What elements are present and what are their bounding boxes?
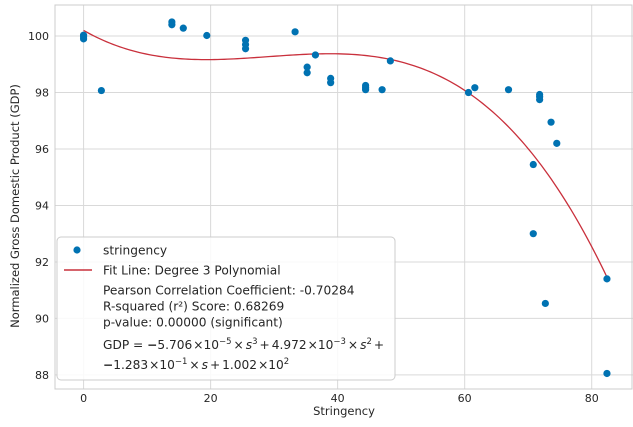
fit-layer <box>83 29 608 278</box>
y-tick-label: 98 <box>35 87 49 100</box>
legend-equation-line-2: −1.283×10−1 × s +1.002×102 <box>103 357 289 372</box>
y-tick-label: 92 <box>35 256 49 269</box>
scatter-point <box>203 31 211 40</box>
x-tick-label: 80 <box>585 392 599 405</box>
scatter-point <box>504 86 513 94</box>
scatter-point <box>291 28 299 36</box>
scatter-point <box>547 118 555 126</box>
legend-equation-line-1: GDP = −5.706×10−5 × s3 +4.972×10−3 × s2 + <box>103 337 384 352</box>
y-tick-label: 90 <box>35 312 49 325</box>
scatter-point <box>311 51 320 59</box>
scatter-point <box>327 74 335 83</box>
x-tick-label: 40 <box>331 392 345 405</box>
y-tick-label: 88 <box>35 369 49 382</box>
frame-layer <box>54 4 633 390</box>
scatter-point <box>553 139 561 147</box>
scatter-point <box>179 24 187 32</box>
y-tick-label: 96 <box>35 143 49 156</box>
point-layer <box>79 18 611 378</box>
scatter-point <box>168 18 176 26</box>
legend-r-squared: R-squared (r²) Score: 0.68269 <box>103 300 284 314</box>
fit-line <box>83 29 608 278</box>
scatter-point <box>79 31 88 39</box>
scatter-point <box>97 86 105 95</box>
legend-pearson: Pearson Correlation Coefficient: -0.7028… <box>103 284 355 298</box>
scatter-point <box>536 90 544 99</box>
scatter-point <box>464 88 473 97</box>
scatter-point <box>378 86 386 94</box>
y-tick-label: 94 <box>35 199 49 212</box>
legend-label-fit: Fit Line: Degree 3 Polynomial <box>103 264 281 278</box>
x-tick-label: 0 <box>80 392 87 405</box>
scatter-point <box>471 84 479 92</box>
scatter-point <box>529 230 537 238</box>
scatter-point <box>529 160 537 169</box>
x-tick-label: 60 <box>458 392 472 405</box>
scatter-point <box>241 36 250 44</box>
scatter-point <box>303 69 311 77</box>
legend: stringency Fit Line: Degree 3 Polynomial… <box>56 236 396 381</box>
x-axis-label: Stringency <box>313 404 375 418</box>
scatter-point <box>386 57 394 65</box>
scatter-point <box>603 369 611 378</box>
legend-label-stringency: stringency <box>103 244 167 258</box>
y-axis-label: Normalized Gross Domestic Product (GDP) <box>8 84 22 328</box>
legend-marker-stringency <box>73 246 81 254</box>
scatter-point <box>603 275 611 283</box>
legend-p-value: p-value: 0.00000 (significant) <box>103 316 283 330</box>
y-tick-label: 100 <box>28 30 49 43</box>
x-tick-label: 20 <box>204 392 218 405</box>
scatter-point <box>303 63 311 71</box>
scatter-point <box>541 299 549 308</box>
plot-frame <box>54 4 633 390</box>
legend-box <box>56 236 396 381</box>
tick-layer: 0 20 40 60 80 88 90 92 94 96 98 100 <box>28 30 599 405</box>
scatter-point <box>362 81 370 90</box>
